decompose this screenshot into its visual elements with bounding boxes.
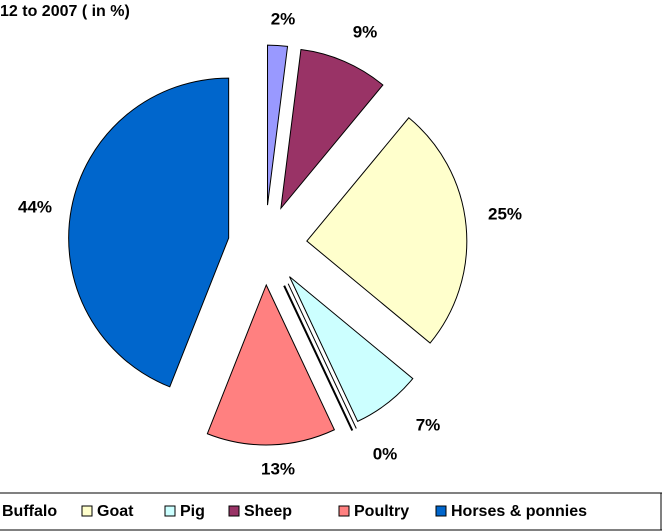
data-label: 0% — [373, 444, 398, 463]
legend-label: Goat — [97, 503, 134, 520]
legend-swatch — [164, 505, 176, 517]
legend-swatch — [228, 505, 240, 517]
legend-swatch — [81, 505, 93, 517]
data-label: 25% — [488, 204, 522, 223]
pie-slice-edge — [287, 283, 357, 429]
data-label: 13% — [261, 459, 295, 478]
legend-label: Buffalo — [2, 503, 57, 520]
pie-slice — [206, 283, 336, 446]
legend-label: Pig — [180, 503, 205, 520]
legend-swatch — [338, 505, 350, 517]
pie-slice — [306, 117, 468, 344]
data-label: 9% — [353, 22, 378, 41]
data-label: 2% — [271, 9, 296, 28]
data-label: 44% — [18, 197, 52, 216]
pie-slice — [68, 77, 230, 388]
legend-label: Poultry — [354, 503, 409, 520]
legend-label: Sheep — [244, 503, 292, 520]
pie-slice — [267, 44, 289, 206]
chart-title: 12 to 2007 ( in %) — [0, 3, 130, 20]
legend-label: Horses & ponnies — [451, 503, 587, 520]
legend-swatch — [435, 505, 447, 517]
data-label: 7% — [416, 415, 441, 434]
pie-slice — [283, 285, 354, 431]
pie-slice — [289, 276, 414, 423]
pie-slice — [280, 48, 384, 210]
